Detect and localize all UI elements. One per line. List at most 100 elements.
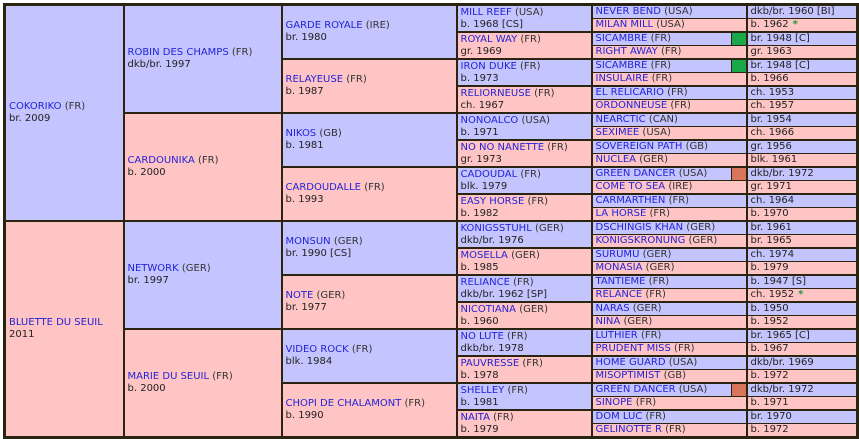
horse-name-link[interactable]: VIDEO ROCK [285, 344, 349, 355]
horse-name-link[interactable]: COME TO SEA [595, 181, 666, 192]
horse-name-link[interactable]: SINOPE [595, 397, 633, 408]
ancestor-info-cell: dkb/br. 1960 [BI] [745, 3, 859, 19]
horse-name-link[interactable]: SICAMBRE [595, 33, 648, 44]
ancestor-info-cell: gr. 1963 [745, 45, 859, 60]
horse-info: b. 1972 [750, 370, 789, 381]
horse-name-link[interactable]: NONOALCO [460, 114, 519, 126]
horse-name-link[interactable]: CARDOUDALLE [285, 182, 362, 193]
horse-name-link[interactable]: MONSUN [285, 236, 331, 247]
horse-name-link[interactable]: COKORIKO [9, 101, 62, 112]
pedigree-row: MARIE DU SEUIL (FR) b. 2000 VIDEO ROCK (FR… [5, 328, 859, 439]
horse-name-link[interactable]: NUCLEA [595, 154, 637, 165]
horse-name-link[interactable]: DOM LUC [595, 411, 643, 422]
ancestor-cell-gen5: LA HORSE (FR) [590, 207, 748, 222]
horse-name-link[interactable]: GREEN DANCER [595, 168, 676, 179]
horse-name-link[interactable]: TANTIEME [595, 276, 646, 287]
horse-name-link[interactable]: IRON DUKE [460, 60, 517, 72]
horse-name-link[interactable]: LA HORSE [595, 208, 647, 219]
horse-name-link[interactable]: MILL REEF [460, 6, 512, 18]
horse-name-link[interactable]: NAITA [460, 411, 490, 423]
horse-name-link[interactable]: NEVER BEND [595, 6, 661, 18]
horse-name-link[interactable]: GARDE ROYALE [285, 20, 363, 31]
ancestor-info-cell: b. 1972 [745, 369, 859, 384]
ancestor-cell-gen5: COME TO SEA (IRE) [590, 180, 748, 195]
horse-name-link[interactable]: NO NO NANETTE [460, 141, 545, 153]
horse-name-link[interactable]: MOSELLA [460, 249, 508, 261]
ancestor-info-cell: br. 1954 [745, 112, 859, 127]
horse-country: (FR) [667, 87, 688, 98]
horse-name-link[interactable]: SEXIMEE [595, 127, 640, 138]
horse-country: (GER) [534, 222, 564, 234]
ancestor-info-cell: b. 1950 [745, 301, 859, 316]
horse-name-link[interactable]: SHELLEY [460, 384, 505, 396]
horse-country: (GER) [511, 249, 540, 261]
horse-name-link[interactable]: LUTHIER [595, 330, 638, 341]
ancestor-cell-gen3: GARDE ROYALE (IRE) br. 1980 [280, 3, 458, 60]
horse-name-link[interactable]: SURUMU [595, 249, 640, 260]
horse-name-link[interactable]: GREEN DANCER [595, 384, 676, 395]
horse-info: br. 1980 [285, 32, 327, 43]
horse-info: ch. 1964 [750, 195, 795, 206]
horse-name-link[interactable]: CARMARTHEN [595, 195, 666, 206]
horse-name-link[interactable]: PAUVRESSE [460, 357, 520, 369]
horse-name-link[interactable]: MARIE DU SEUIL [127, 371, 210, 382]
horse-country: (FR) [527, 195, 549, 207]
star-icon: * [798, 289, 804, 300]
horse-name-link[interactable]: EASY HORSE [460, 195, 525, 207]
horse-name-link[interactable]: RELAYEUSE [285, 74, 344, 85]
horse-name-link[interactable]: MILAN MILL [595, 19, 654, 30]
horse-name-link[interactable]: NICOTIANA [460, 303, 517, 315]
horse-info: b. 1973 [460, 72, 499, 84]
horse-name-link[interactable]: SICAMBRE [595, 60, 648, 71]
horse-info: gr. 1973 [460, 153, 502, 165]
horse-name-link[interactable]: KONIGSSTUHL [460, 222, 532, 234]
ancestor-cell-gen1: COKORIKO (FR) br. 2009 [3, 3, 125, 222]
horse-name-link[interactable]: CARDOUNIKA [127, 155, 195, 166]
horse-name-link[interactable]: RELIANCE [460, 276, 510, 288]
ancestor-cell-gen5: GELINOTTE R (FR) [590, 423, 748, 439]
green-marker-icon [730, 60, 745, 72]
pedigree-row: EASY HORSE (FR) b. 1982 CARMARTHEN (FR) ch.… [5, 193, 859, 222]
pedigree-row: KONIGSKRONUNG (GER) br. 1965 [5, 234, 859, 249]
ancestor-cell-gen5: INSULAIRE (FR) [590, 72, 748, 87]
ancestor-info-cell: b. 1967 [745, 342, 859, 357]
ancestor-info-cell: b. 1972 [745, 423, 859, 439]
horse-name-link[interactable]: CHOPI DE CHALAMONT [285, 398, 402, 409]
horse-name-link[interactable]: PRUDENT MISS [595, 343, 671, 354]
horse-name-link[interactable]: ROYAL WAY [460, 33, 518, 45]
pedigree-row: RELAYEUSE (FR) b. 1987 IRON DUKE (FR) b. 19… [5, 58, 859, 114]
horse-name-link[interactable]: EL RELICARIO [595, 87, 664, 98]
horse-name-link[interactable]: SOVEREIGN PATH [595, 141, 683, 152]
horse-name-link[interactable]: NO LUTE [460, 330, 504, 342]
horse-name-link[interactable]: MONASIA [595, 262, 643, 273]
horse-name-link[interactable]: NEARCTIC [595, 114, 646, 125]
horse-name-link[interactable]: NINA [595, 316, 621, 327]
horse-name-link[interactable]: NIKOS [285, 128, 317, 139]
horse-name-link[interactable]: RELIORNEUSE [460, 87, 531, 99]
horse-name-link[interactable]: NOTE [285, 290, 314, 301]
ancestor-cell-gen5: DOM LUC (FR) [590, 409, 748, 424]
ancestor-cell-gen2: CARDOUNIKA (FR) b. 2000 [122, 112, 283, 222]
horse-name-link[interactable]: RELANCE [595, 289, 643, 300]
horse-name-link[interactable]: KONIGSKRONUNG [595, 235, 686, 246]
ancestor-cell-gen5: SINOPE (FR) [590, 396, 748, 411]
horse-name-link[interactable]: NETWORK [127, 263, 179, 274]
horse-name-link[interactable]: CADOUDAL [460, 168, 518, 180]
horse-country: (USA) [656, 19, 685, 30]
horse-name-link[interactable]: BLUETTE DU SEUIL [9, 317, 103, 328]
horse-name-link[interactable]: RIGHT AWAY [595, 46, 658, 57]
horse-info: br. 1961 [750, 222, 792, 233]
ancestor-info-cell: gr. 1971 [745, 180, 859, 195]
horse-info: b. 1947 [S] [750, 276, 806, 287]
horse-name-link[interactable]: INSULAIRE [595, 73, 649, 84]
horse-name-link[interactable]: MISOPTIMIST [595, 370, 661, 381]
horse-name-link[interactable]: ORDONNEUSE [595, 100, 668, 111]
horse-name-link[interactable]: DSCHINGIS KHAN [595, 222, 684, 233]
horse-country: (FR) [212, 371, 233, 382]
horse-name-link[interactable]: ROBIN DES CHAMPS [127, 47, 229, 58]
horse-name-link[interactable]: NARAS [595, 303, 630, 314]
horse-name-link[interactable]: GELINOTTE R [595, 424, 662, 436]
horse-info: b. 1982 [460, 207, 499, 219]
horse-name-link[interactable]: HOME GUARD [595, 357, 666, 368]
horse-info: br. 1948 [C] [750, 60, 810, 71]
